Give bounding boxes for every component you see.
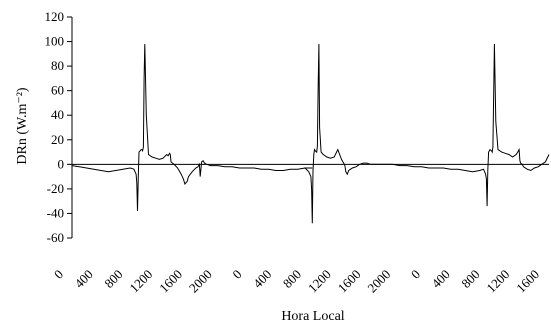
x-tick-label: 0 bbox=[408, 267, 423, 282]
x-tick-label: 1200 bbox=[126, 267, 155, 296]
y-axis-title: DRn (W.m⁻²) bbox=[15, 87, 30, 165]
x-tick-label: 1200 bbox=[483, 267, 512, 296]
y-tick-label: 120 bbox=[45, 9, 65, 24]
y-axis: -60 -40 -20 0 20 40 60 80 100 120 bbox=[45, 9, 73, 245]
y-tick-label: -40 bbox=[47, 205, 64, 220]
x-tick-label: 2000 bbox=[186, 267, 215, 296]
series-group bbox=[71, 43, 550, 224]
series-line-drn bbox=[71, 43, 550, 224]
x-tick-label: 1600 bbox=[513, 267, 542, 296]
x-tick-label: 800 bbox=[280, 267, 304, 291]
y-tick-label: 60 bbox=[51, 83, 64, 98]
y-tick-label: 40 bbox=[51, 107, 64, 122]
x-tick-label: 0 bbox=[51, 267, 66, 282]
y-tick-label: 100 bbox=[45, 34, 65, 49]
y-tick-label: 0 bbox=[58, 156, 65, 171]
y-tick-label: -60 bbox=[47, 230, 64, 245]
x-tick-label: 0 bbox=[229, 267, 244, 282]
x-axis-title: Hora Local bbox=[281, 309, 344, 324]
y-tick-label: 20 bbox=[51, 132, 64, 147]
x-tick-label: 800 bbox=[458, 267, 482, 291]
x-tick-label: 2000 bbox=[364, 267, 393, 296]
x-tick-label: 1600 bbox=[335, 267, 364, 296]
x-tick-label: 400 bbox=[71, 267, 95, 291]
x-tick-label: 800 bbox=[101, 267, 125, 291]
x-tick-label: 400 bbox=[250, 267, 274, 291]
x-tick-label: 1600 bbox=[156, 267, 185, 296]
y-tick-label: 80 bbox=[51, 58, 64, 73]
x-tick-label: 1200 bbox=[305, 267, 334, 296]
x-tick-label: 400 bbox=[428, 267, 452, 291]
y-tick-label: -20 bbox=[47, 181, 64, 196]
x-axis: 0 400 800 1200 1600 2000 0 400 800 1200 1600 2000 0 4… bbox=[51, 163, 549, 296]
